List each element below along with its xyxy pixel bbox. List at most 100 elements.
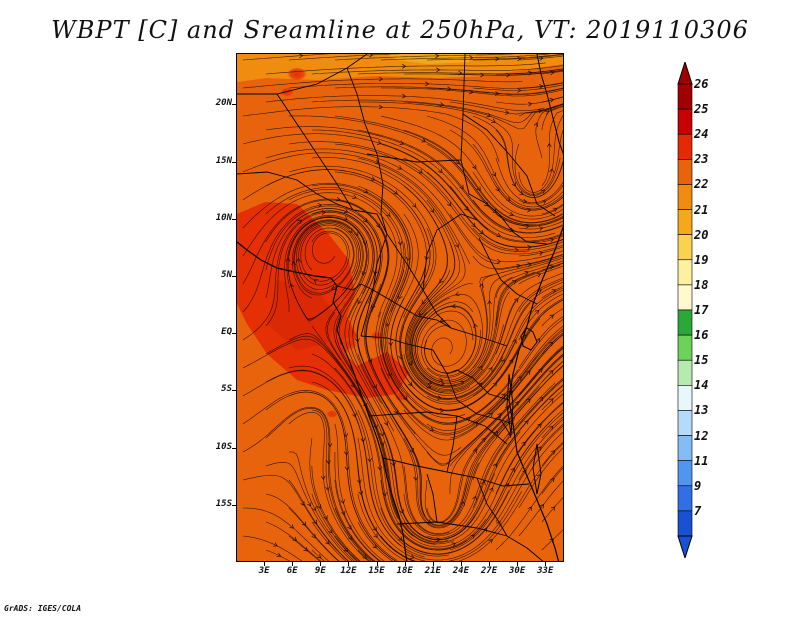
streamline-arrowhead (343, 208, 349, 213)
streamline-arrowhead (539, 56, 544, 61)
lon-label: 12E (340, 566, 357, 576)
lake-malawi (532, 443, 542, 495)
streamline-arrowhead (399, 140, 405, 145)
streamline-arrowhead (544, 110, 550, 115)
lon-tick (545, 562, 547, 566)
streamline (242, 535, 303, 561)
streamline-arrowhead (526, 370, 531, 375)
streamline-arrowhead (473, 323, 478, 329)
lat-tick (232, 390, 236, 392)
streamline (380, 330, 563, 436)
streamline-arrowhead (517, 56, 522, 62)
country-border (360, 335, 434, 351)
streamline-arrowhead (386, 212, 391, 217)
streamline-arrowhead (472, 164, 477, 170)
streamline-arrowhead (440, 381, 445, 386)
colorbar-swatch (677, 485, 693, 512)
streamline-arrowhead (398, 294, 403, 300)
streamline-arrowhead (369, 54, 374, 58)
streamline-arrowhead (372, 526, 377, 532)
streamline (449, 213, 563, 263)
streamline-arrowhead (550, 506, 556, 511)
lat-label: EQ (221, 327, 232, 338)
streamline (288, 507, 339, 561)
colorbar-swatch (677, 385, 693, 411)
streamline-arrowhead (454, 291, 460, 297)
country-border (446, 415, 458, 473)
colorbar-max-arrow (677, 62, 693, 85)
streamline-arrowhead (439, 377, 444, 383)
colorbar-label: 19 (694, 252, 709, 267)
shading-warm-patch (287, 67, 307, 81)
streamline-arrowhead (536, 473, 541, 479)
streamline-arrowhead (527, 207, 532, 213)
lon-label: 6E (286, 566, 298, 576)
country-border (237, 54, 368, 95)
streamline-arrowhead (425, 81, 430, 87)
country-border (237, 171, 354, 211)
lon-label: 30E (509, 566, 526, 576)
streamline (380, 143, 563, 243)
streamline-arrowhead (527, 101, 533, 107)
colorbar-min-arrow (677, 535, 693, 558)
streamline-arrowhead (347, 524, 352, 530)
streamline-arrowhead (303, 547, 309, 552)
streamline-arrowhead (466, 417, 471, 422)
streamline (309, 437, 360, 561)
streamline (357, 521, 394, 561)
colorbar-swatch (677, 259, 693, 286)
streamline-arrowhead (514, 297, 519, 303)
streamline-arrowhead (327, 443, 333, 448)
streamline-arrowhead (323, 515, 328, 520)
streamline (495, 185, 563, 211)
streamline-arrowhead (491, 118, 496, 123)
streamline-arrowhead (393, 409, 398, 414)
streamline (449, 299, 563, 411)
streamline-arrowhead (519, 190, 524, 196)
streamline-arrowhead (424, 256, 430, 261)
streamline-arrowhead (382, 491, 387, 497)
colorbar-swatch (677, 359, 693, 386)
streamline (472, 365, 563, 481)
streamline-arrowhead (348, 535, 353, 540)
streamline-arrowhead (435, 54, 440, 59)
streamline-arrowhead (527, 244, 532, 250)
streamline-arrowhead (413, 476, 419, 481)
streamline-arrowhead (508, 390, 514, 395)
country-border (346, 67, 388, 235)
streamline-arrowhead (488, 538, 493, 544)
country-border (368, 411, 508, 445)
streamline-arrowhead (471, 222, 476, 228)
streamline (495, 385, 563, 467)
colorbar-swatch (677, 510, 693, 537)
streamline-arrowhead (437, 395, 442, 401)
streamline (403, 393, 563, 543)
streamline (380, 443, 563, 561)
streamline-arrowhead (537, 423, 542, 428)
streamline-arrowhead (489, 487, 494, 492)
streamline-arrowhead (451, 303, 456, 309)
streamline-arrowhead (421, 299, 426, 305)
streamline-arrowhead (534, 309, 540, 315)
streamline (311, 65, 563, 75)
streamline-arrowhead (397, 241, 403, 246)
lat-label: 15S (215, 498, 232, 509)
streamline (426, 115, 563, 208)
streamline (472, 253, 563, 269)
streamline-arrowhead (540, 189, 545, 194)
streamline-arrowhead (516, 263, 521, 269)
streamline-arrowhead (298, 54, 304, 59)
streamline (403, 379, 563, 537)
streamline-arrowhead (552, 207, 558, 212)
lat-tick (232, 504, 236, 506)
streamline-arrowhead (481, 437, 486, 443)
streamline-arrowhead (401, 93, 407, 99)
lat-tick (232, 104, 236, 106)
streamline (426, 143, 563, 227)
streamline-arrowhead (325, 486, 330, 491)
lat-tick (232, 218, 236, 220)
streamline-arrowhead (363, 188, 369, 193)
streamline-arrowhead (357, 299, 362, 305)
streamline-arrowhead (525, 223, 530, 229)
streamline-arrowhead (536, 272, 542, 278)
